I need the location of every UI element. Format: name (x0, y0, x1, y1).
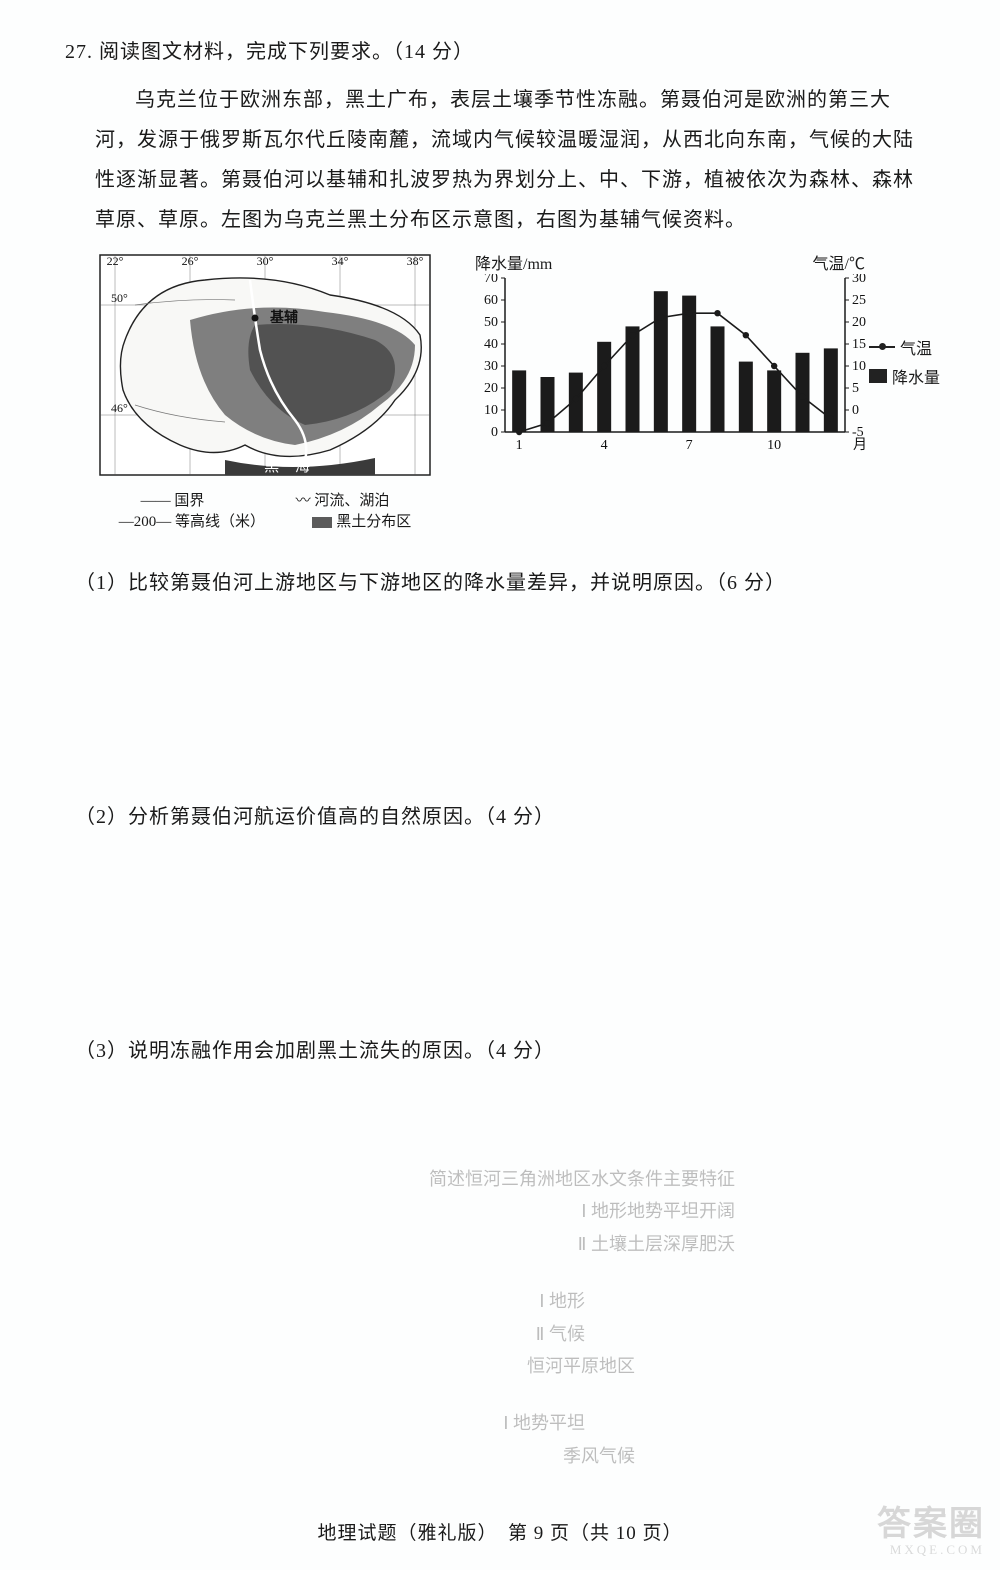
map-legend-row-2: —200— 等高线（米） 黑土分布区 (95, 510, 435, 531)
sub-question-2: （2）分析第聂伯河航运价值高的自然原因。（4 分） (75, 800, 935, 829)
chart-container: 降水量/mm 气温/℃ 010203040506070-505101520253… (465, 250, 945, 459)
svg-text:20: 20 (852, 315, 866, 330)
map-svg: 22° 26° 30° 34° 38° 50° 46° 黑 海 基辅 (95, 250, 435, 485)
svg-text:26°: 26° (182, 254, 199, 268)
svg-text:50: 50 (484, 315, 498, 330)
question-number-stem: 27. 阅读图文材料，完成下列要求。（14 分） (65, 35, 935, 64)
svg-text:30: 30 (852, 274, 866, 286)
legend-temp: 气温 (869, 335, 940, 359)
svg-text:10: 10 (484, 403, 498, 418)
legend-blacksoil: 黑土分布区 (312, 510, 411, 531)
legend-precip: 降水量 (869, 364, 940, 388)
sub-question-3: （3）说明冻融作用会加剧黑土流失的原因。（4 分） (75, 1034, 935, 1063)
figures-row: 22° 26° 30° 34° 38° 50° 46° 黑 海 基辅 —— 国界 〰 河流、湖泊… (95, 250, 935, 531)
ghost-a: 简述恒河三角洲地区水文条件主要特征 (65, 1163, 935, 1195)
svg-text:1: 1 (516, 438, 523, 453)
legend-bar-icon (869, 369, 887, 383)
map-legend-row-1: —— 国界 〰 河流、湖泊 (95, 489, 435, 510)
watermark-url: MXQE.COM (890, 1542, 985, 1558)
ghost-c: Ⅱ 土壤土层深厚肥沃 (65, 1228, 935, 1260)
legend-border: —— 国界 (141, 489, 205, 510)
map-container: 22° 26° 30° 34° 38° 50° 46° 黑 海 基辅 —— 国界 〰 河流、湖泊… (95, 250, 435, 531)
ghost-f: 恒河平原地区 (65, 1350, 935, 1382)
svg-text:22°: 22° (107, 254, 124, 268)
q-stem: 阅读图文材料，完成下列要求。（14 分） (99, 41, 474, 63)
svg-text:0: 0 (491, 425, 498, 440)
svg-text:20: 20 (484, 381, 498, 396)
svg-text:34°: 34° (332, 254, 349, 268)
ghost-e: Ⅱ 气候 (65, 1318, 935, 1350)
svg-text:40: 40 (484, 337, 498, 352)
ghost-h: 季风气候 (65, 1440, 935, 1472)
temp-axis-label: 气温/℃ (813, 250, 865, 274)
svg-text:50°: 50° (111, 291, 128, 305)
svg-text:10: 10 (852, 359, 866, 374)
q-number: 27. (65, 41, 93, 63)
svg-text:30°: 30° (257, 254, 274, 268)
svg-text:基辅: 基辅 (270, 309, 298, 326)
sub-question-1: （1）比较第聂伯河上游地区与下游地区的降水量差异，并说明原因。（6 分） (75, 566, 935, 595)
chart-legend: 气温 降水量 (869, 335, 940, 393)
svg-text:5: 5 (852, 381, 859, 396)
ghost-d: Ⅰ 地形 (65, 1285, 935, 1317)
svg-text:10: 10 (767, 438, 781, 453)
chart-top-labels: 降水量/mm 气温/℃ (465, 250, 945, 274)
svg-text:15: 15 (852, 337, 866, 352)
legend-line-icon (869, 346, 895, 348)
page-footer: 地理试题（雅礼版） 第 9 页（共 10 页） (0, 1518, 1000, 1545)
legend-river: 〰 河流、湖泊 (296, 489, 390, 510)
svg-text:46°: 46° (111, 401, 128, 415)
question-paragraph: 乌克兰位于欧洲东部，黑土广布，表层土壤季节性冻融。第聂伯河是欧洲的第三大河，发源… (95, 80, 925, 240)
watermark: 答案圈 (877, 1496, 985, 1545)
svg-text:70: 70 (484, 274, 498, 286)
svg-text:30: 30 (484, 359, 498, 374)
svg-text:60: 60 (484, 293, 498, 308)
svg-text:7: 7 (686, 438, 693, 453)
svg-text:月: 月 (853, 437, 867, 453)
precip-axis-label: 降水量/mm (475, 250, 552, 274)
ghost-block: 简述恒河三角洲地区水文条件主要特征 Ⅰ 地形地势平坦开阔 Ⅱ 土壤土层深厚肥沃 … (65, 1163, 935, 1472)
svg-text:0: 0 (852, 403, 859, 418)
ghost-b: Ⅰ 地形地势平坦开阔 (65, 1195, 935, 1227)
svg-text:38°: 38° (407, 254, 424, 268)
svg-text:4: 4 (601, 438, 608, 453)
legend-contour: —200— 等高线（米） (119, 510, 265, 531)
svg-text:黑 海: 黑 海 (264, 458, 316, 475)
svg-text:25: 25 (852, 293, 866, 308)
ghost-g: Ⅰ 地势平坦 (65, 1407, 935, 1439)
